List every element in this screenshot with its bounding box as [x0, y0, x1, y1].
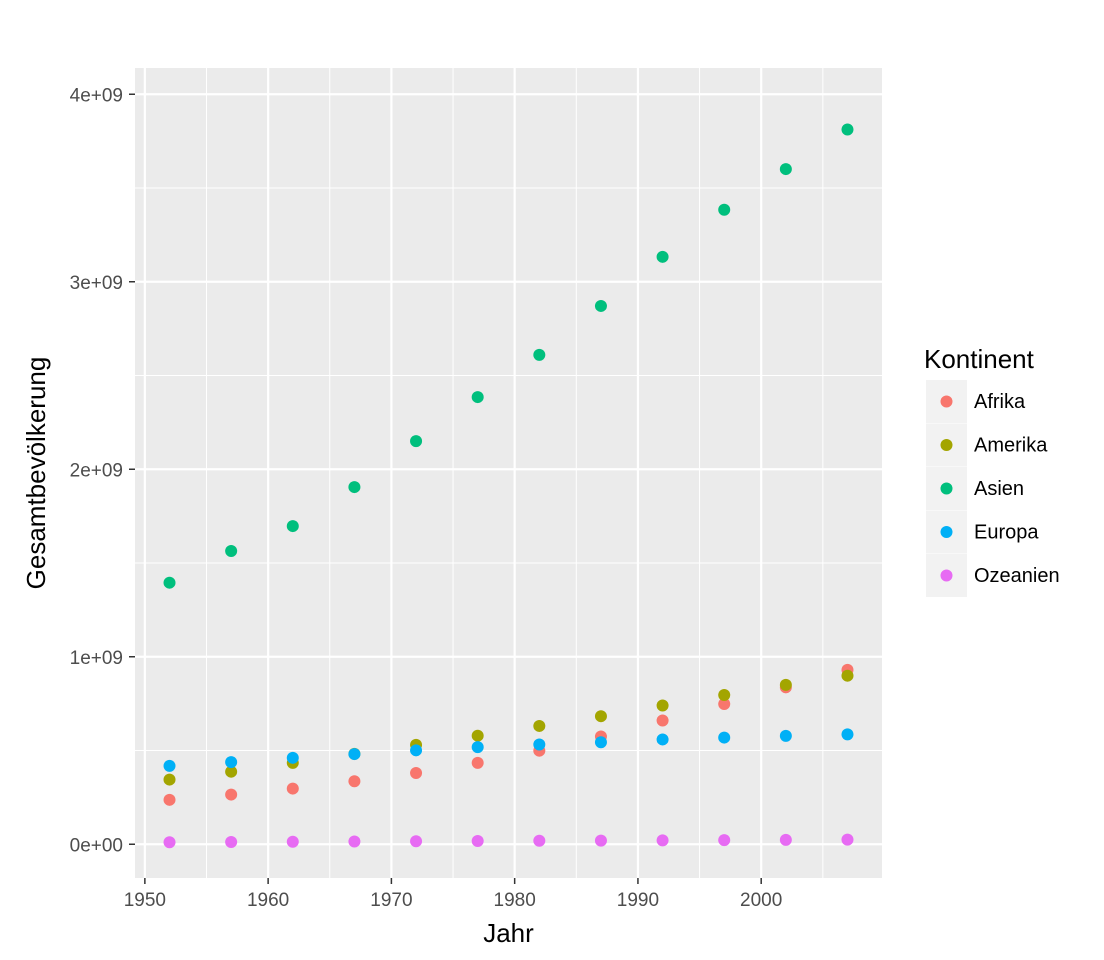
legend-item: Asien [926, 467, 1024, 510]
data-point [533, 348, 546, 361]
legend-marker [940, 395, 953, 408]
data-point [286, 520, 299, 533]
data-point [163, 836, 176, 849]
data-point [471, 756, 484, 769]
data-point [225, 836, 238, 849]
y-axis-tick-labels: 0e+00 1e+09 2e+09 3e+09 4e+09 [70, 85, 123, 856]
data-point [410, 744, 423, 757]
x-axis-tick-labels: 1950 1960 1970 1980 1990 2000 [124, 890, 783, 911]
data-point [656, 250, 669, 263]
data-point [656, 714, 669, 727]
x-axis-title: Jahr [483, 918, 534, 948]
data-point [286, 751, 299, 764]
legend-title: Kontinent [924, 344, 1035, 374]
legend-items: Afrika Amerika Asien Europa Ozeanien [926, 380, 1060, 597]
y-tick-label: 0e+00 [70, 835, 123, 856]
legend-label: Asien [974, 478, 1024, 500]
data-point [163, 576, 176, 589]
data-point [348, 748, 361, 761]
data-point [225, 545, 238, 557]
data-point [656, 733, 669, 746]
legend-marker [940, 569, 953, 582]
data-point [533, 719, 546, 732]
series-ozeanien [163, 833, 854, 849]
data-point [718, 203, 731, 216]
legend-item: Amerika [926, 423, 1048, 467]
data-point [779, 163, 792, 176]
data-point [410, 435, 423, 448]
data-point [348, 835, 361, 848]
data-point [286, 835, 299, 848]
legend-label: Ozeanien [974, 565, 1060, 587]
data-point [225, 788, 238, 801]
data-point [656, 834, 669, 847]
data-point [163, 793, 176, 806]
y-tick-label: 4e+09 [70, 85, 123, 106]
x-tick-label: 1970 [370, 890, 412, 911]
data-point [410, 835, 423, 848]
x-tick-label: 2000 [740, 890, 782, 911]
data-point [471, 835, 484, 848]
legend-item: Europa [926, 510, 1039, 554]
legend-marker [940, 439, 953, 451]
data-point [471, 741, 484, 754]
data-points [163, 123, 854, 849]
data-point [656, 699, 669, 712]
data-point [163, 759, 176, 772]
legend-label: Afrika [974, 391, 1026, 413]
data-point [718, 834, 731, 847]
data-point [410, 767, 423, 779]
plot-panel [135, 68, 882, 878]
data-point [841, 123, 854, 136]
data-point [779, 833, 792, 846]
legend-marker [940, 482, 953, 495]
y-tick-label: 1e+09 [70, 648, 123, 669]
legend-label: Amerika [974, 435, 1048, 457]
data-point [841, 833, 854, 846]
data-point [718, 689, 731, 701]
data-point [348, 481, 361, 494]
x-tick-label: 1980 [494, 890, 536, 911]
y-tick-label: 2e+09 [70, 460, 123, 481]
data-point [594, 299, 607, 312]
legend: Kontinent Afrika Amerika Asien Europa Ozeani… [924, 344, 1060, 597]
data-point [225, 765, 238, 778]
data-point [718, 731, 731, 744]
x-tick-label: 1950 [124, 890, 166, 911]
data-point [594, 736, 607, 749]
data-point [841, 728, 854, 741]
legend-label: Europa [974, 522, 1039, 544]
data-point [348, 775, 361, 788]
data-point [471, 391, 484, 404]
data-point [841, 669, 854, 682]
series-asien [163, 123, 854, 589]
data-point [779, 678, 792, 691]
y-tick-label: 3e+09 [70, 273, 123, 294]
data-point [471, 729, 484, 742]
x-tick-label: 1960 [247, 890, 289, 911]
data-point [533, 834, 546, 847]
data-point [163, 773, 176, 786]
data-point [286, 782, 299, 795]
data-point [533, 738, 546, 751]
data-point [594, 710, 607, 723]
x-tick-label: 1990 [617, 890, 659, 911]
data-point [779, 729, 792, 742]
legend-item: Afrika [926, 380, 1026, 423]
axis-ticks [129, 93, 762, 884]
series-europa [163, 728, 854, 772]
data-point [718, 698, 731, 710]
y-axis-title: Gesamtbevölkerung [21, 357, 51, 590]
data-point [594, 834, 607, 847]
legend-item: Ozeanien [926, 554, 1060, 597]
grid [135, 68, 882, 878]
legend-marker [940, 526, 953, 538]
data-point [225, 756, 238, 769]
